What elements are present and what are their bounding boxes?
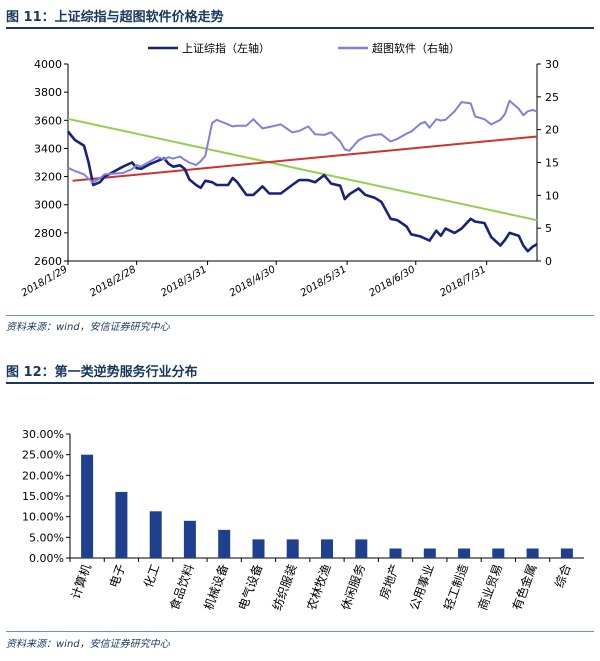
left-axis-tick-label: 3000 <box>34 199 62 212</box>
left-axis-tick-label: 3400 <box>34 142 62 155</box>
y-axis-tick-label: 25.00% <box>22 449 64 462</box>
right-axis-tick-label: 10 <box>545 189 559 202</box>
x-axis-category-label: 电子 <box>107 562 128 589</box>
series-line <box>66 130 538 253</box>
left-axis-tick-label: 3800 <box>34 86 62 99</box>
x-axis-category-label: 纺织服装 <box>270 562 300 612</box>
legend-label: 超图软件（右轴） <box>372 41 460 55</box>
figure-12-source: 资料来源：wind，安信证券研究中心 <box>6 639 170 650</box>
y-axis-tick-label: 15.00% <box>22 490 64 503</box>
x-axis-tick-label: 2018/4/30 <box>228 264 278 299</box>
y-axis-tick-label: 0.00% <box>29 552 64 565</box>
bar <box>526 548 539 558</box>
x-axis-category-label: 轻工制造 <box>441 562 471 612</box>
x-axis-category-label: 化工 <box>141 562 162 589</box>
left-axis-tick-label: 4000 <box>34 58 62 71</box>
y-axis-tick-label: 10.00% <box>22 511 64 524</box>
plot-area: 0.00% 5.00% 10.00% 15.00% 20.00% 25.00% 30.00%… <box>22 428 584 612</box>
bar <box>458 548 471 558</box>
right-axis-tick-label: 0 <box>545 255 552 268</box>
line-chart-figure-11: 2600 2800 3000 3200 3400 3600 3800 4000 0 5 10 15 20… <box>20 41 559 299</box>
source-rule <box>6 631 594 632</box>
title-rule <box>6 382 594 384</box>
left-axis-tick-label: 2800 <box>34 227 62 240</box>
x-axis-category-label: 计算机 <box>68 562 94 601</box>
right-axis-tick-label: 25 <box>545 91 559 104</box>
trend-line <box>72 135 538 182</box>
x-axis-category-label: 休闲服务 <box>338 562 369 612</box>
x-axis-tick-label: 2018/3/31 <box>159 264 209 299</box>
source-rule <box>6 315 594 316</box>
x-axis-category-label: 商业贸易 <box>475 562 506 612</box>
bar <box>149 511 162 558</box>
bar <box>423 548 436 558</box>
bar <box>389 548 402 558</box>
x-axis-category-label: 综合 <box>551 562 573 590</box>
right-axis-tick-label: 20 <box>545 124 559 137</box>
bar <box>321 539 333 558</box>
plot-area: 2600 2800 3000 3200 3400 3600 3800 4000 0 5 10 15 20… <box>20 58 559 299</box>
bar <box>252 539 265 558</box>
y-axis-tick-label: 20.00% <box>22 469 64 482</box>
x-axis-tick-label: 2018/1/29 <box>20 264 70 299</box>
right-axis-tick-label: 15 <box>545 157 559 170</box>
left-axis-tick-label: 3600 <box>34 114 62 127</box>
x-axis-category-label: 有色金属 <box>509 562 540 612</box>
x-axis-category-label: 电气设备 <box>235 562 266 612</box>
bar <box>492 548 505 558</box>
x-axis-category-label: 食品饮料 <box>166 562 197 612</box>
bar <box>286 539 299 558</box>
bar <box>218 529 231 558</box>
x-axis-tick-label: 2018/2/28 <box>88 264 138 299</box>
right-axis-tick-label: 30 <box>545 58 559 71</box>
x-axis-category-label: 公用事业 <box>407 562 437 612</box>
trend-line <box>67 117 538 222</box>
bar <box>560 548 573 558</box>
bar <box>81 454 94 558</box>
bar <box>355 539 368 558</box>
left-axis-tick-label: 3200 <box>34 171 62 184</box>
bar-chart-figure-12: 0.00% 5.00% 10.00% 15.00% 20.00% 25.00% 30.00%… <box>22 428 584 612</box>
right-axis-tick-label: 5 <box>545 222 552 235</box>
y-axis-tick-label: 30.00% <box>22 428 64 441</box>
title-rule <box>6 27 594 29</box>
y-axis-tick-label: 5.00% <box>29 531 64 544</box>
x-axis-category-label: 房地产 <box>376 562 402 601</box>
figure-12-title: 图 12：第一类逆势服务行业分布 <box>6 365 198 380</box>
x-axis-category-label: 农林牧渔 <box>304 562 334 612</box>
legend-label: 上证综指（左轴） <box>182 41 270 55</box>
figure-11-source: 资料来源：wind，安信证券研究中心 <box>6 322 170 333</box>
x-axis-category-label: 机械设备 <box>201 562 232 612</box>
x-axis-tick-label: 2018/7/31 <box>438 264 488 299</box>
bar <box>183 520 196 558</box>
x-axis-tick-label: 2018/6/30 <box>367 264 417 299</box>
left-axis-tick-label: 2600 <box>34 255 62 268</box>
figure-11-title: 图 11：上证综指与超图软件价格走势 <box>6 10 224 25</box>
x-axis-tick-label: 2018/5/31 <box>299 264 349 299</box>
series-line <box>67 99 538 184</box>
legend: 上证综指（左轴） 超图软件（右轴） <box>148 41 460 55</box>
bar <box>115 491 128 558</box>
